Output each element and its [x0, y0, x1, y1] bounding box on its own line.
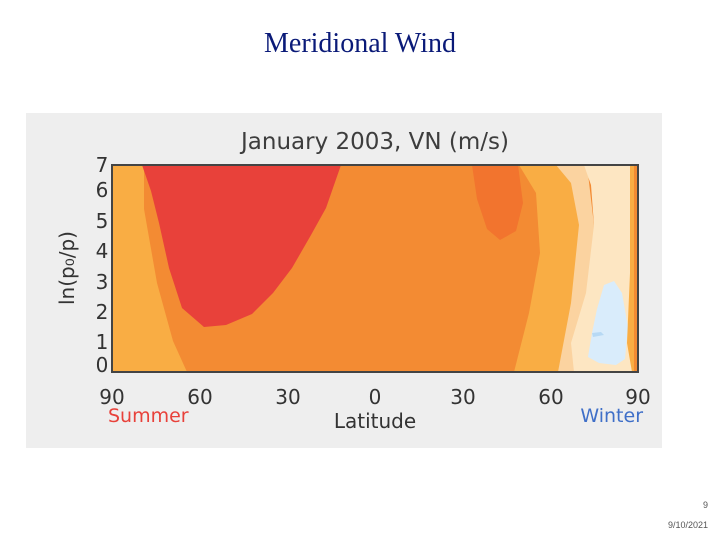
- y-tick-label: 0: [96, 353, 109, 377]
- contour-negative-winter: [588, 281, 628, 365]
- contour-negative-core: [592, 332, 604, 337]
- x-axis: 90 60 30 0 30 60 90 Latitude: [99, 385, 650, 433]
- x-tick-label: 90: [99, 385, 124, 409]
- contour-strong-summer: [142, 165, 341, 327]
- y-tick-label: 1: [96, 330, 109, 354]
- contour-weak-left: [112, 165, 187, 372]
- plot-area: [112, 165, 638, 372]
- x-tick-label: 30: [275, 385, 300, 409]
- slide-date: 9/10/2021: [667, 520, 708, 530]
- slide-title: Meridional Wind: [264, 28, 456, 59]
- y-axis: 7 6 5 4 3 2 1 0 ln(p₀/p): [55, 153, 108, 377]
- y-axis-label: ln(p₀/p): [55, 231, 79, 305]
- x-tick-label: 60: [538, 385, 563, 409]
- heatmap-chart: January 2003, VN (m/s) 7 6 5 4 3 2 1 0 l…: [55, 129, 651, 433]
- summer-label: Summer: [108, 405, 189, 427]
- x-tick-label: 0: [369, 385, 382, 409]
- contour-mid-right: [472, 165, 523, 240]
- x-tick-label: 30: [450, 385, 475, 409]
- y-tick-label: 5: [96, 209, 109, 233]
- page-number: 9: [702, 500, 708, 510]
- x-axis-label: Latitude: [334, 409, 416, 433]
- contour-weak-right: [514, 165, 585, 372]
- x-tick-label: 60: [187, 385, 212, 409]
- plot-border: [111, 164, 639, 373]
- x-tick-label: 90: [625, 385, 650, 409]
- chart-title: January 2003, VN (m/s): [239, 129, 509, 155]
- y-tick-label: 3: [96, 270, 109, 294]
- y-tick-label: 6: [96, 178, 109, 202]
- y-tick-label: 7: [96, 153, 109, 177]
- winter-label: Winter: [580, 405, 643, 427]
- y-tick-label: 2: [96, 300, 109, 324]
- y-tick-label: 4: [96, 239, 109, 263]
